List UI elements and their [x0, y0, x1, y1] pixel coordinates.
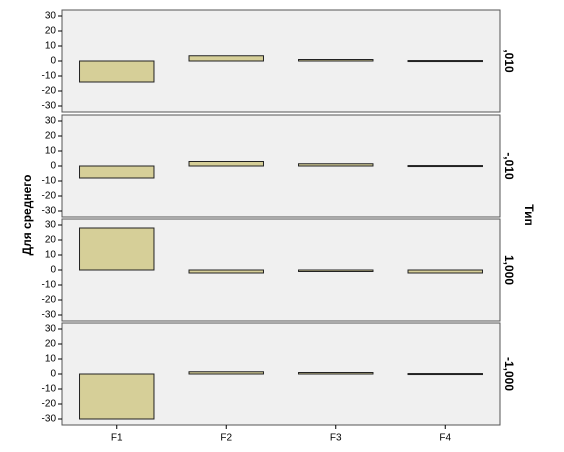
panel-label: ,010 — [502, 49, 516, 73]
x-tick-label: F4 — [439, 433, 451, 444]
y-tick-label: -10 — [42, 384, 57, 395]
x-tick-label: F3 — [330, 433, 342, 444]
panel-label: -,010 — [502, 152, 516, 180]
y-tick-label: 30 — [45, 324, 57, 335]
y-tick-label: 10 — [45, 354, 57, 365]
y-tick-label: -20 — [42, 399, 57, 410]
y-tick-label: -10 — [42, 71, 57, 82]
bar — [188, 269, 264, 274]
bar — [298, 269, 374, 272]
y-tick-label: -30 — [42, 414, 57, 425]
y-tick-label: -10 — [42, 280, 57, 291]
y-tick-label: -30 — [42, 310, 57, 321]
y-tick-label: 10 — [45, 146, 57, 157]
y-tick-label: 0 — [50, 161, 56, 172]
y-tick-label: 30 — [45, 11, 57, 22]
y-axis-title: Для среднего — [20, 175, 34, 256]
y-tick-label: 20 — [45, 339, 57, 350]
bar — [407, 165, 483, 168]
x-tick-label: F2 — [220, 433, 232, 444]
bar — [188, 161, 264, 167]
panel-label: 1,000 — [502, 255, 516, 285]
x-tick-label: F1 — [111, 433, 123, 444]
bar — [79, 60, 155, 83]
y-tick-label: 0 — [50, 265, 56, 276]
bar — [407, 373, 483, 376]
bar — [298, 59, 374, 62]
bar — [298, 163, 374, 167]
facet-title: Тип — [522, 204, 536, 226]
y-tick-label: -20 — [42, 295, 57, 306]
y-tick-label: 0 — [50, 369, 56, 380]
bar — [298, 372, 374, 375]
y-tick-label: -30 — [42, 101, 57, 112]
bar — [188, 55, 264, 62]
bar — [407, 60, 483, 63]
y-tick-label: 30 — [45, 116, 57, 127]
bar — [188, 371, 264, 375]
bar — [79, 165, 155, 179]
y-tick-label: 10 — [45, 250, 57, 261]
y-tick-label: -20 — [42, 191, 57, 202]
y-tick-label: 0 — [50, 56, 56, 67]
bar — [79, 373, 155, 420]
y-tick-label: 20 — [45, 26, 57, 37]
y-tick-label: 20 — [45, 131, 57, 142]
panel-label: -1,000 — [502, 357, 516, 391]
y-tick-label: 10 — [45, 41, 57, 52]
y-tick-label: -10 — [42, 176, 57, 187]
y-tick-label: 20 — [45, 235, 57, 246]
bar — [407, 269, 483, 274]
y-tick-label: 30 — [45, 220, 57, 231]
y-tick-label: -20 — [42, 86, 57, 97]
bar — [79, 227, 155, 271]
y-tick-label: -30 — [42, 206, 57, 217]
